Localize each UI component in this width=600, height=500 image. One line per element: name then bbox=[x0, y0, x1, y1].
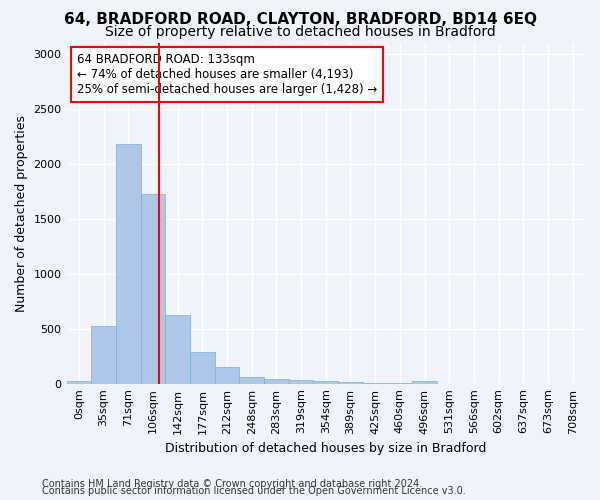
Text: Contains HM Land Registry data © Crown copyright and database right 2024.: Contains HM Land Registry data © Crown c… bbox=[42, 479, 422, 489]
Bar bbox=[67, 381, 91, 384]
Bar bbox=[264, 380, 289, 384]
Text: Contains public sector information licensed under the Open Government Licence v3: Contains public sector information licen… bbox=[42, 486, 466, 496]
Bar bbox=[91, 326, 116, 384]
Y-axis label: Number of detached properties: Number of detached properties bbox=[15, 114, 28, 312]
Bar bbox=[412, 382, 437, 384]
Bar bbox=[289, 380, 313, 384]
Bar bbox=[388, 383, 412, 384]
X-axis label: Distribution of detached houses by size in Bradford: Distribution of detached houses by size … bbox=[165, 442, 487, 455]
Bar bbox=[338, 382, 363, 384]
Bar bbox=[239, 376, 264, 384]
Text: 64 BRADFORD ROAD: 133sqm
← 74% of detached houses are smaller (4,193)
25% of sem: 64 BRADFORD ROAD: 133sqm ← 74% of detach… bbox=[77, 52, 377, 96]
Bar bbox=[165, 315, 190, 384]
Bar bbox=[140, 194, 165, 384]
Bar bbox=[313, 382, 338, 384]
Bar bbox=[215, 367, 239, 384]
Bar bbox=[363, 383, 388, 384]
Text: Size of property relative to detached houses in Bradford: Size of property relative to detached ho… bbox=[104, 25, 496, 39]
Bar bbox=[116, 144, 140, 384]
Text: 64, BRADFORD ROAD, CLAYTON, BRADFORD, BD14 6EQ: 64, BRADFORD ROAD, CLAYTON, BRADFORD, BD… bbox=[64, 12, 536, 28]
Bar bbox=[190, 352, 215, 384]
